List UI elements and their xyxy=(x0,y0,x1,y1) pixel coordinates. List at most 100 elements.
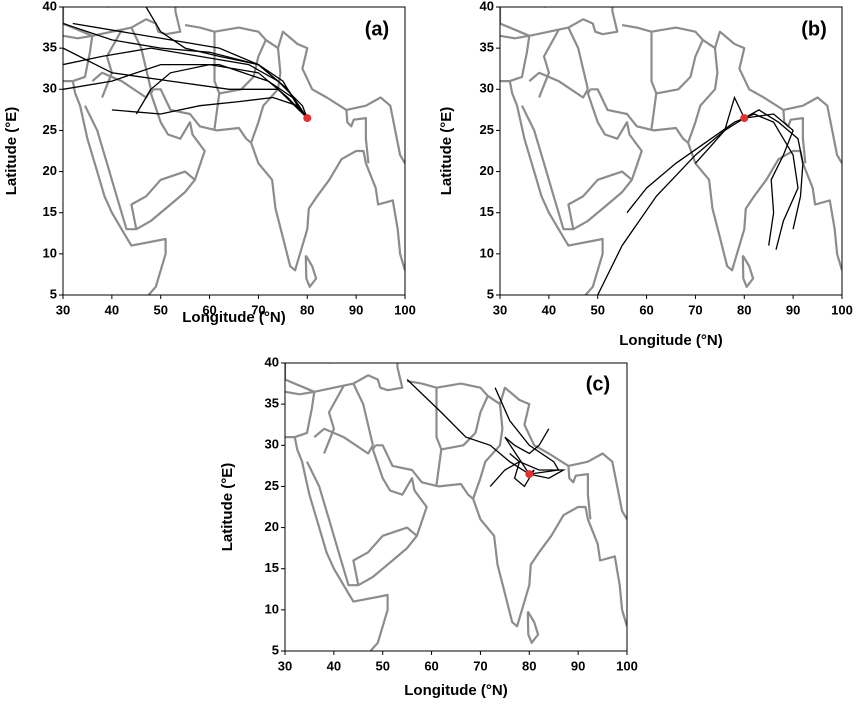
trajectory xyxy=(135,63,308,119)
coastline xyxy=(285,363,404,393)
coastline xyxy=(84,88,206,231)
coastline xyxy=(741,254,755,288)
y-tick-label: 40 xyxy=(480,0,494,13)
y-tick-label: 5 xyxy=(272,642,279,657)
x-tick-label: 90 xyxy=(571,658,585,673)
x-tick-label: 60 xyxy=(202,302,216,317)
coastline xyxy=(406,380,437,389)
map-panel: 30 40 50 60 70 80 90 100 5 10 15 20 25 30 35 40 Longitud… xyxy=(3,0,416,326)
coastline xyxy=(375,444,474,500)
coastline xyxy=(323,385,345,454)
trajectory xyxy=(111,96,308,119)
y-tick-label: 5 xyxy=(50,286,57,301)
x-tick-label: 30 xyxy=(493,302,507,317)
coastline xyxy=(500,80,604,295)
receptor-site xyxy=(303,114,312,123)
coastline xyxy=(130,170,196,230)
coastline xyxy=(63,80,167,295)
coastline xyxy=(500,7,619,37)
trajectory xyxy=(63,47,308,119)
coastline xyxy=(63,34,94,83)
y-axis-label: Latitude (°E) xyxy=(3,107,20,196)
coastline xyxy=(521,88,643,231)
x-tick-label: 70 xyxy=(251,302,265,317)
map-panel: 30 40 50 60 70 80 90 100 5 10 15 20 25 30 35 40 Longitud… xyxy=(438,0,853,349)
x-tick-label: 70 xyxy=(473,658,487,673)
coastline xyxy=(313,427,374,455)
x-tick-label: 40 xyxy=(105,302,119,317)
y-tick-label: 15 xyxy=(43,204,57,219)
coastline xyxy=(352,383,374,446)
coastline xyxy=(101,29,123,98)
x-tick-label: 100 xyxy=(394,302,416,317)
x-tick-label: 50 xyxy=(590,302,604,317)
trajectory xyxy=(494,387,560,475)
coastline xyxy=(567,27,589,90)
coastline xyxy=(250,47,282,144)
coastline xyxy=(213,31,221,129)
y-tick-label: 25 xyxy=(480,122,494,137)
coastline xyxy=(538,29,560,98)
y-tick-label: 40 xyxy=(43,0,57,13)
coastline xyxy=(590,88,689,144)
y-tick-label: 35 xyxy=(480,40,494,55)
coastline xyxy=(528,71,589,99)
plot-area xyxy=(500,7,842,295)
coastline xyxy=(329,363,332,365)
trajectory xyxy=(744,113,794,246)
coastline xyxy=(345,109,370,164)
y-tick-label: 30 xyxy=(480,81,494,96)
coastline xyxy=(285,390,316,439)
coastline xyxy=(651,26,842,164)
y-tick-label: 10 xyxy=(43,245,57,260)
x-tick-label: 90 xyxy=(349,302,363,317)
plot-area xyxy=(285,363,627,651)
y-tick-label: 10 xyxy=(480,245,494,260)
coastline xyxy=(567,170,633,230)
coastline xyxy=(63,7,182,37)
y-axis-label: Latitude (°E) xyxy=(438,107,455,196)
x-tick-label: 50 xyxy=(153,302,167,317)
panel-title: (c) xyxy=(586,373,610,395)
x-tick-label: 60 xyxy=(639,302,653,317)
coastline xyxy=(472,403,504,500)
y-tick-label: 30 xyxy=(43,81,57,96)
trajectory xyxy=(145,7,308,119)
coastline xyxy=(567,465,592,520)
trajectory xyxy=(694,95,745,164)
y-tick-label: 15 xyxy=(265,560,279,575)
coastline xyxy=(435,387,443,485)
receptor-site xyxy=(740,114,749,123)
coastline xyxy=(526,610,540,644)
coastline xyxy=(250,142,405,272)
coastline xyxy=(304,254,318,288)
coastline xyxy=(130,27,152,90)
x-tick-label: 50 xyxy=(375,658,389,673)
axes-frame xyxy=(499,6,843,296)
y-tick-label: 15 xyxy=(480,204,494,219)
coastline xyxy=(687,47,719,144)
y-tick-label: 35 xyxy=(265,396,279,411)
trajectory xyxy=(626,117,745,214)
y-tick-label: 25 xyxy=(265,478,279,493)
y-tick-label: 20 xyxy=(480,163,494,178)
trajectory xyxy=(597,117,745,295)
trajectory xyxy=(744,113,799,250)
x-tick-label: 30 xyxy=(56,302,70,317)
y-tick-label: 35 xyxy=(43,40,57,55)
coastline xyxy=(687,142,842,272)
coastline xyxy=(214,26,405,164)
y-tick-label: 40 xyxy=(265,354,279,369)
x-tick-label: 60 xyxy=(424,658,438,673)
trajectory xyxy=(504,428,550,475)
coastline xyxy=(441,395,489,451)
x-tick-label: 100 xyxy=(831,302,853,317)
x-tick-label: 80 xyxy=(737,302,751,317)
coastline xyxy=(184,24,215,33)
coastline xyxy=(352,526,418,586)
coastline xyxy=(436,382,627,520)
coastline xyxy=(219,39,267,95)
axes-frame xyxy=(284,362,628,652)
coastline xyxy=(621,24,652,33)
x-tick-label: 40 xyxy=(327,658,341,673)
